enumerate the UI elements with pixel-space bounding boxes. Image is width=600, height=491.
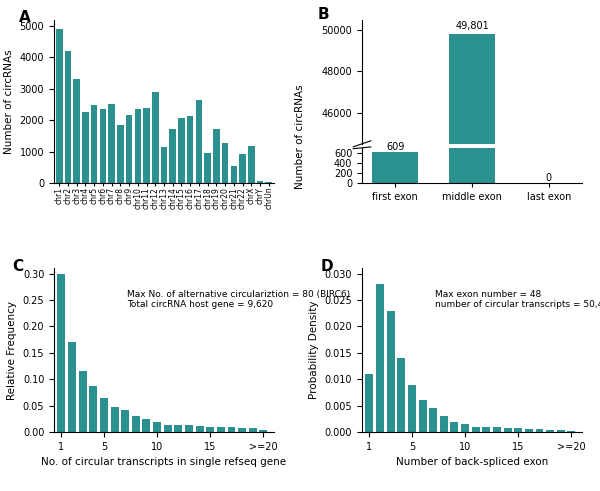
Bar <box>376 284 384 432</box>
Bar <box>536 430 544 432</box>
Bar <box>68 342 76 432</box>
Bar <box>397 358 406 432</box>
Bar <box>132 416 140 432</box>
Bar <box>100 398 108 432</box>
Bar <box>187 116 193 183</box>
Bar <box>546 430 554 432</box>
Bar <box>461 424 469 432</box>
Bar <box>449 34 495 491</box>
Bar <box>568 431 575 432</box>
Bar <box>65 51 71 183</box>
Bar <box>482 427 490 432</box>
Bar <box>257 181 263 183</box>
Bar <box>213 129 220 183</box>
Bar <box>514 428 522 432</box>
Bar <box>79 371 86 432</box>
Bar <box>222 143 229 183</box>
Text: D: D <box>320 259 333 273</box>
Bar <box>387 311 395 432</box>
Bar <box>265 182 272 183</box>
Text: A: A <box>19 10 31 25</box>
Bar <box>100 109 106 183</box>
Bar <box>73 80 80 183</box>
Bar <box>429 409 437 432</box>
Bar <box>169 129 176 183</box>
Text: B: B <box>318 7 329 22</box>
Text: Max No. of alternative circulariztion = 80 (BIRC6)
Total circRNA host gene = 9,6: Max No. of alternative circulariztion = … <box>127 290 350 309</box>
Bar <box>178 118 185 183</box>
Bar <box>82 112 89 183</box>
Bar <box>143 108 150 183</box>
Bar <box>206 427 214 432</box>
Bar <box>164 425 172 432</box>
Y-axis label: Probability Density: Probability Density <box>309 301 319 400</box>
Bar <box>557 431 565 432</box>
Bar <box>134 109 141 183</box>
Bar <box>503 428 512 432</box>
X-axis label: Number of back-spliced exon: Number of back-spliced exon <box>396 457 548 467</box>
Bar <box>217 427 225 432</box>
Bar <box>161 147 167 183</box>
Bar <box>440 416 448 432</box>
Bar <box>91 105 97 183</box>
Bar <box>230 165 237 183</box>
X-axis label: No. of circular transcripts in single refseq gene: No. of circular transcripts in single re… <box>41 457 287 467</box>
Bar <box>372 152 418 183</box>
Bar <box>259 430 268 432</box>
Bar <box>525 429 533 432</box>
Bar <box>248 146 254 183</box>
Text: Max exon number = 48
number of circular transcripts = 50,410: Max exon number = 48 number of circular … <box>434 290 600 309</box>
Bar <box>56 29 62 183</box>
Bar <box>109 104 115 183</box>
Bar <box>117 125 124 183</box>
Bar <box>493 427 501 432</box>
Bar <box>472 427 480 432</box>
Bar <box>205 153 211 183</box>
Bar <box>89 385 97 432</box>
Bar <box>175 425 182 432</box>
Bar <box>126 115 133 183</box>
Bar <box>408 384 416 432</box>
Bar <box>449 0 495 183</box>
Bar <box>196 100 202 183</box>
Bar <box>451 421 458 432</box>
Bar <box>110 407 119 432</box>
Bar <box>249 428 257 432</box>
Bar <box>365 374 373 432</box>
Bar <box>142 419 151 432</box>
Y-axis label: Number of circRNAs: Number of circRNAs <box>4 49 14 154</box>
Bar <box>227 427 235 432</box>
Y-axis label: Relative Frequency: Relative Frequency <box>7 301 17 400</box>
Bar <box>121 410 129 432</box>
Bar <box>239 154 246 183</box>
Bar <box>196 426 203 432</box>
Bar <box>185 425 193 432</box>
Text: C: C <box>12 259 23 273</box>
Bar <box>58 273 65 432</box>
Bar <box>152 92 158 183</box>
Bar <box>238 428 246 432</box>
Bar <box>419 400 427 432</box>
Text: 0: 0 <box>546 173 552 183</box>
Bar <box>153 421 161 432</box>
Text: 49,801: 49,801 <box>455 21 489 31</box>
Text: 609: 609 <box>386 141 404 152</box>
Y-axis label: Number of circRNAs: Number of circRNAs <box>295 85 305 190</box>
